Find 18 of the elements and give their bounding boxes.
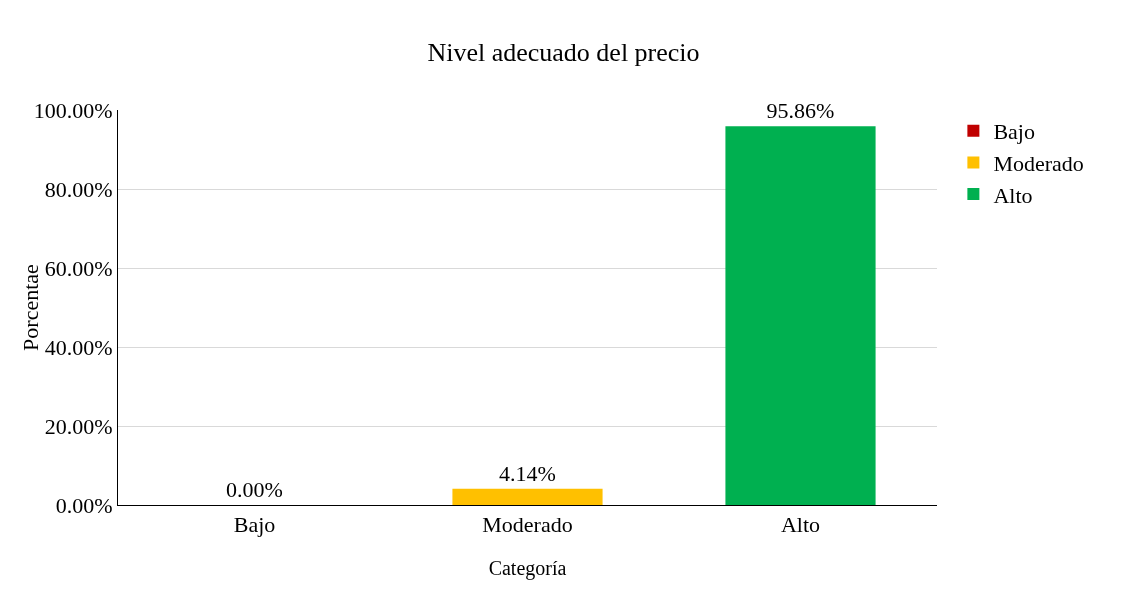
y-tick-label: 100.00% <box>33 97 113 123</box>
y-axis-title: Porcentae <box>17 264 43 351</box>
data-label: 4.14% <box>499 460 556 486</box>
data-label: 0.00% <box>226 477 283 502</box>
legend-label: Moderado <box>993 150 1084 176</box>
x-tick-label: Alto <box>780 512 821 538</box>
x-tick-label: Bajo <box>233 512 276 538</box>
data-label: 95.86% <box>766 98 835 124</box>
y-tick-label: 40.00% <box>44 334 113 360</box>
chart-title: Nivel adecuado del precio <box>427 38 700 68</box>
y-tick-label: 80.00% <box>44 176 113 202</box>
legend-label: Bajo <box>993 119 1035 145</box>
y-tick-label: 60.00% <box>44 255 113 281</box>
y-tick-label: 0.00% <box>55 492 113 518</box>
x-axis-title: Categoría <box>488 557 567 580</box>
y-tick-label: 20.00% <box>44 413 113 439</box>
legend-label: Alto <box>993 182 1033 208</box>
x-tick-label: Moderado <box>482 512 573 538</box>
